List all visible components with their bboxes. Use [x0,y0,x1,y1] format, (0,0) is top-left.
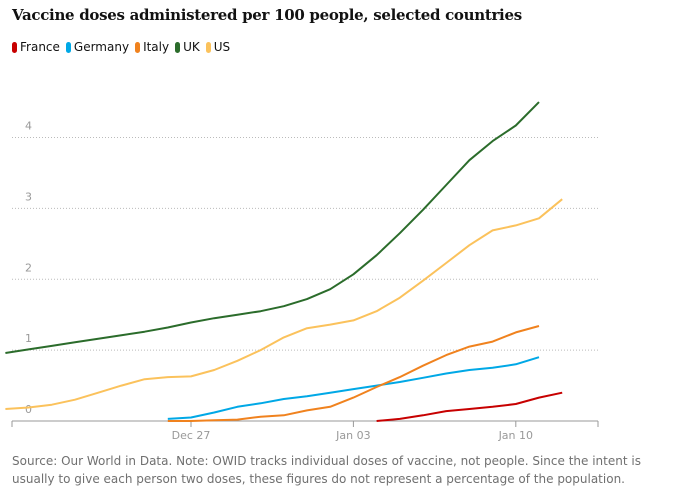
source-note: Source: Our World in Data. Note: OWID tr… [12,454,641,486]
legend-swatch [205,41,211,53]
legend-swatch [65,41,71,53]
x-tick-label: Dec 27 [172,429,211,442]
legend-swatch [12,41,17,53]
legend-label: Italy [143,40,170,54]
y-tick-label: 1 [25,332,32,345]
y-tick-label: 2 [25,261,32,274]
legend-item: US [205,40,231,54]
series-line [5,101,540,354]
x-tick-label: Jan 10 [498,429,533,442]
legend-item: UK [175,40,200,54]
x-tick-label: Jan 03 [335,429,370,442]
legend-swatch [135,41,141,53]
series-line [167,325,540,422]
series-line [5,198,563,410]
y-tick-label: 4 [25,120,32,133]
legend-item: Germany [65,40,130,54]
y-tick-label: 3 [25,190,32,203]
y-tick-label: 0 [25,403,32,416]
legend-item: Italy [135,40,169,54]
legend-swatch [175,41,181,53]
legend-label: Germany [73,40,130,54]
series-line [376,391,563,422]
legend: France Germany Italy UK US [12,40,230,54]
legend-item: France [12,40,60,54]
legend-label: US [213,40,231,54]
chart: 0 1 2 3 4 Dec 27 Jan 03 Jan 10 [5,101,599,442]
legend-label: UK [183,40,200,54]
legend-label: France [20,40,60,54]
chart-title: Vaccine doses administered per 100 peopl… [12,6,522,24]
series-line [167,356,540,420]
